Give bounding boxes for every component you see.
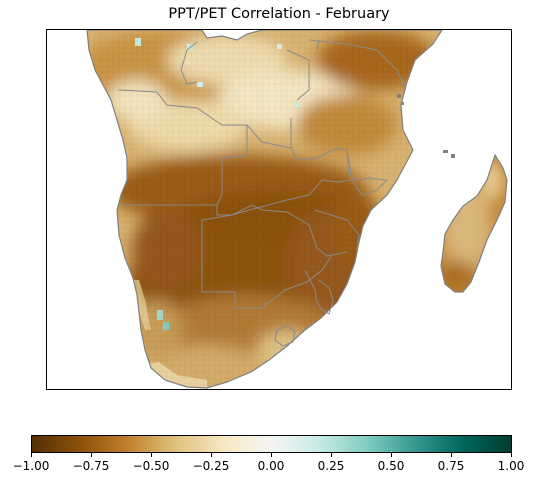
colorbar-tick-mark: [151, 453, 152, 457]
colorbar-tick-mark: [451, 453, 452, 457]
colorbar-tick-mark: [271, 453, 272, 457]
chart-title: PPT/PET Correlation - February: [168, 6, 390, 22]
colorbar-tick-label: −1.00: [12, 459, 50, 473]
colorbar: [31, 435, 512, 453]
colorbar-tick-mark: [511, 453, 512, 457]
colorbar-tick-label: 0.50: [377, 459, 405, 473]
colorbar-tick-label: 0.25: [317, 459, 345, 473]
colorbar-tick-mark: [91, 453, 92, 457]
correlation-map: [86, 30, 508, 389]
colorbar-tick-mark: [331, 453, 332, 457]
colorbar-tick-mark: [31, 453, 32, 457]
colorbar-tick-mark: [391, 453, 392, 457]
madagascar-field: [441, 155, 507, 292]
colorbar-tick-label: 0.75: [437, 459, 465, 473]
map-panel: [46, 29, 512, 390]
colorbar-tick-label: 0.00: [257, 459, 285, 473]
colorbar-tick-mark: [211, 453, 212, 457]
colorbar-tick-label: −0.50: [132, 459, 170, 473]
islands: [397, 94, 455, 158]
colorbar-tick-label: −0.75: [72, 459, 110, 473]
colorbar-ticks: −1.00 −0.75 −0.50 −0.25 0.00 0.25 0.50 0.75 1.00: [13, 453, 524, 487]
colorbar-tick-label: −0.25: [192, 459, 230, 473]
country-borders: [118, 39, 406, 347]
colorbar-tick-label: 1.00: [497, 459, 525, 473]
